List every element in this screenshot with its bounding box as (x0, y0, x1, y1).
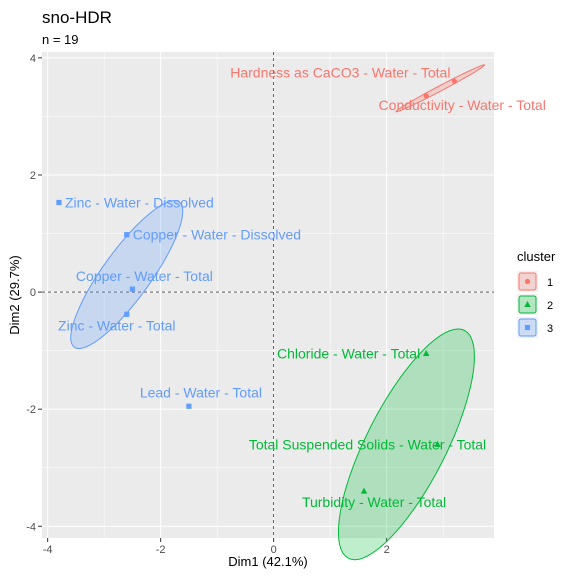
label-conductivity-water-total: Conductivity - Water - Total (379, 97, 546, 113)
x-tick-label: 0 (271, 544, 277, 556)
y-tick-label: 0 (30, 287, 36, 299)
legend-marker-3 (524, 324, 531, 331)
point-turbidity-water-total (360, 487, 368, 494)
point-conductivity-water-total (423, 93, 429, 99)
plot-panel (42, 52, 494, 538)
legend-marker-1 (524, 278, 531, 285)
x-tick-label: -2 (156, 544, 166, 556)
point-total-suspended-solids-water-total (434, 440, 441, 447)
legend-label-2: 2 (547, 300, 553, 312)
label-copper-water-dissolved: Copper - Water - Dissolved (133, 227, 301, 243)
label-hardness-as-caco3-water-total: Hardness as CaCO3 - Water - Total (230, 64, 450, 80)
cluster-3-ellipse (70, 200, 184, 350)
y-tick-label: 4 (30, 53, 36, 65)
label-copper-water-total: Copper - Water - Total (76, 268, 213, 284)
legend-marker-2 (524, 301, 531, 307)
point-chloride-water-total (423, 350, 430, 357)
point-zinc-water-dissolved (56, 199, 62, 206)
chart-subtitle: n = 19 (42, 32, 79, 47)
legend-title: cluster (517, 249, 556, 264)
point-copper-water-dissolved (124, 232, 130, 238)
point-lead-water-total (186, 403, 192, 409)
label-zinc-water-dissolved: Zinc - Water - Dissolved (65, 194, 214, 210)
point-zinc-water-total (124, 311, 130, 317)
point-hardness-as-caco3-water-total (451, 78, 458, 84)
cluster-2-ellipse (337, 328, 475, 561)
y-axis-title: Dim2 (29.7%) (7, 255, 22, 334)
chart-title: sno-HDR (42, 8, 112, 27)
cluster-1-ellipse (395, 64, 486, 113)
point-copper-water-total (129, 286, 135, 292)
legend-label-3: 3 (547, 323, 553, 335)
legend-label-1: 1 (547, 277, 553, 289)
y-tick-label: -4 (26, 521, 36, 533)
label-turbidity-water-total: Turbidity - Water - Total (302, 494, 446, 510)
label-chloride-water-total: Chloride - Water - Total (277, 346, 420, 362)
label-lead-water-total: Lead - Water - Total (140, 384, 262, 400)
y-tick-label: -2 (26, 404, 36, 416)
x-tick-label: 2 (384, 544, 390, 556)
y-tick-label: 2 (30, 170, 36, 182)
x-tick-label: -4 (43, 544, 53, 556)
label-total-suspended-solids-water-total: Total Suspended Solids - Water - Total (249, 436, 486, 452)
x-axis-title: Dim1 (42.1%) (228, 554, 307, 569)
label-zinc-water-total: Zinc - Water - Total (58, 317, 175, 333)
